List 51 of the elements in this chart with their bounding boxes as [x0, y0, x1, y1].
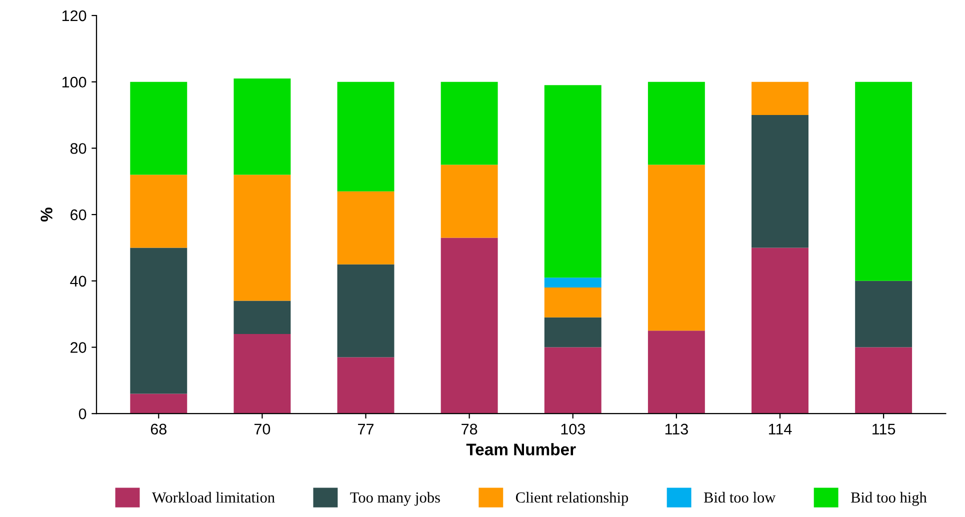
bar [337, 357, 394, 414]
legend-label: Workload limitation [152, 492, 275, 503]
bar [234, 300, 291, 334]
bar [855, 280, 912, 348]
bar [234, 78, 291, 175]
bar [130, 248, 188, 394]
bar [337, 264, 394, 358]
bar [752, 82, 808, 116]
x-tick-label: 103 [561, 424, 585, 435]
y-tick-label: 80 [70, 143, 86, 154]
y-axis-title: % [40, 208, 52, 222]
y-tick-label: 60 [70, 209, 86, 220]
legend-label: Bid too low [704, 492, 776, 503]
bar [440, 82, 498, 165]
bar [544, 288, 602, 318]
x-tick-label: 113 [665, 424, 688, 435]
bar [234, 334, 291, 414]
bar [234, 174, 291, 301]
bar [130, 174, 188, 248]
x-axis-title: Team Number [466, 443, 576, 456]
bar [544, 347, 602, 414]
x-tick-label: 68 [150, 424, 166, 435]
y-tick-label: 40 [70, 276, 86, 287]
x-tick-label: 78 [462, 424, 478, 435]
bar [130, 82, 188, 175]
legend-label: Client relationship [516, 492, 628, 506]
y-tick-label: 120 [62, 10, 86, 22]
bar [752, 248, 808, 414]
bar [130, 394, 188, 414]
x-tick-label: 115 [872, 424, 896, 435]
bar [337, 191, 394, 264]
bar [544, 278, 602, 288]
y-tick-label: 0 [78, 408, 86, 420]
bar [648, 164, 705, 331]
x-tick-label: 70 [254, 424, 270, 435]
bar [440, 164, 498, 238]
bar [648, 82, 705, 165]
bar [544, 317, 602, 348]
bar [544, 85, 602, 278]
legend-label: Bid too high [850, 492, 927, 506]
x-tick-label: 114 [768, 424, 792, 434]
x-tick-label: 77 [358, 424, 374, 434]
y-tick-label: 20 [70, 342, 86, 353]
bar [337, 82, 394, 192]
bar [855, 347, 912, 414]
bar [440, 238, 498, 414]
bar [648, 330, 705, 414]
y-tick-label: 100 [62, 76, 86, 88]
bar [855, 82, 912, 281]
bar [752, 115, 808, 248]
legend-label: Too many jobs [350, 492, 440, 506]
